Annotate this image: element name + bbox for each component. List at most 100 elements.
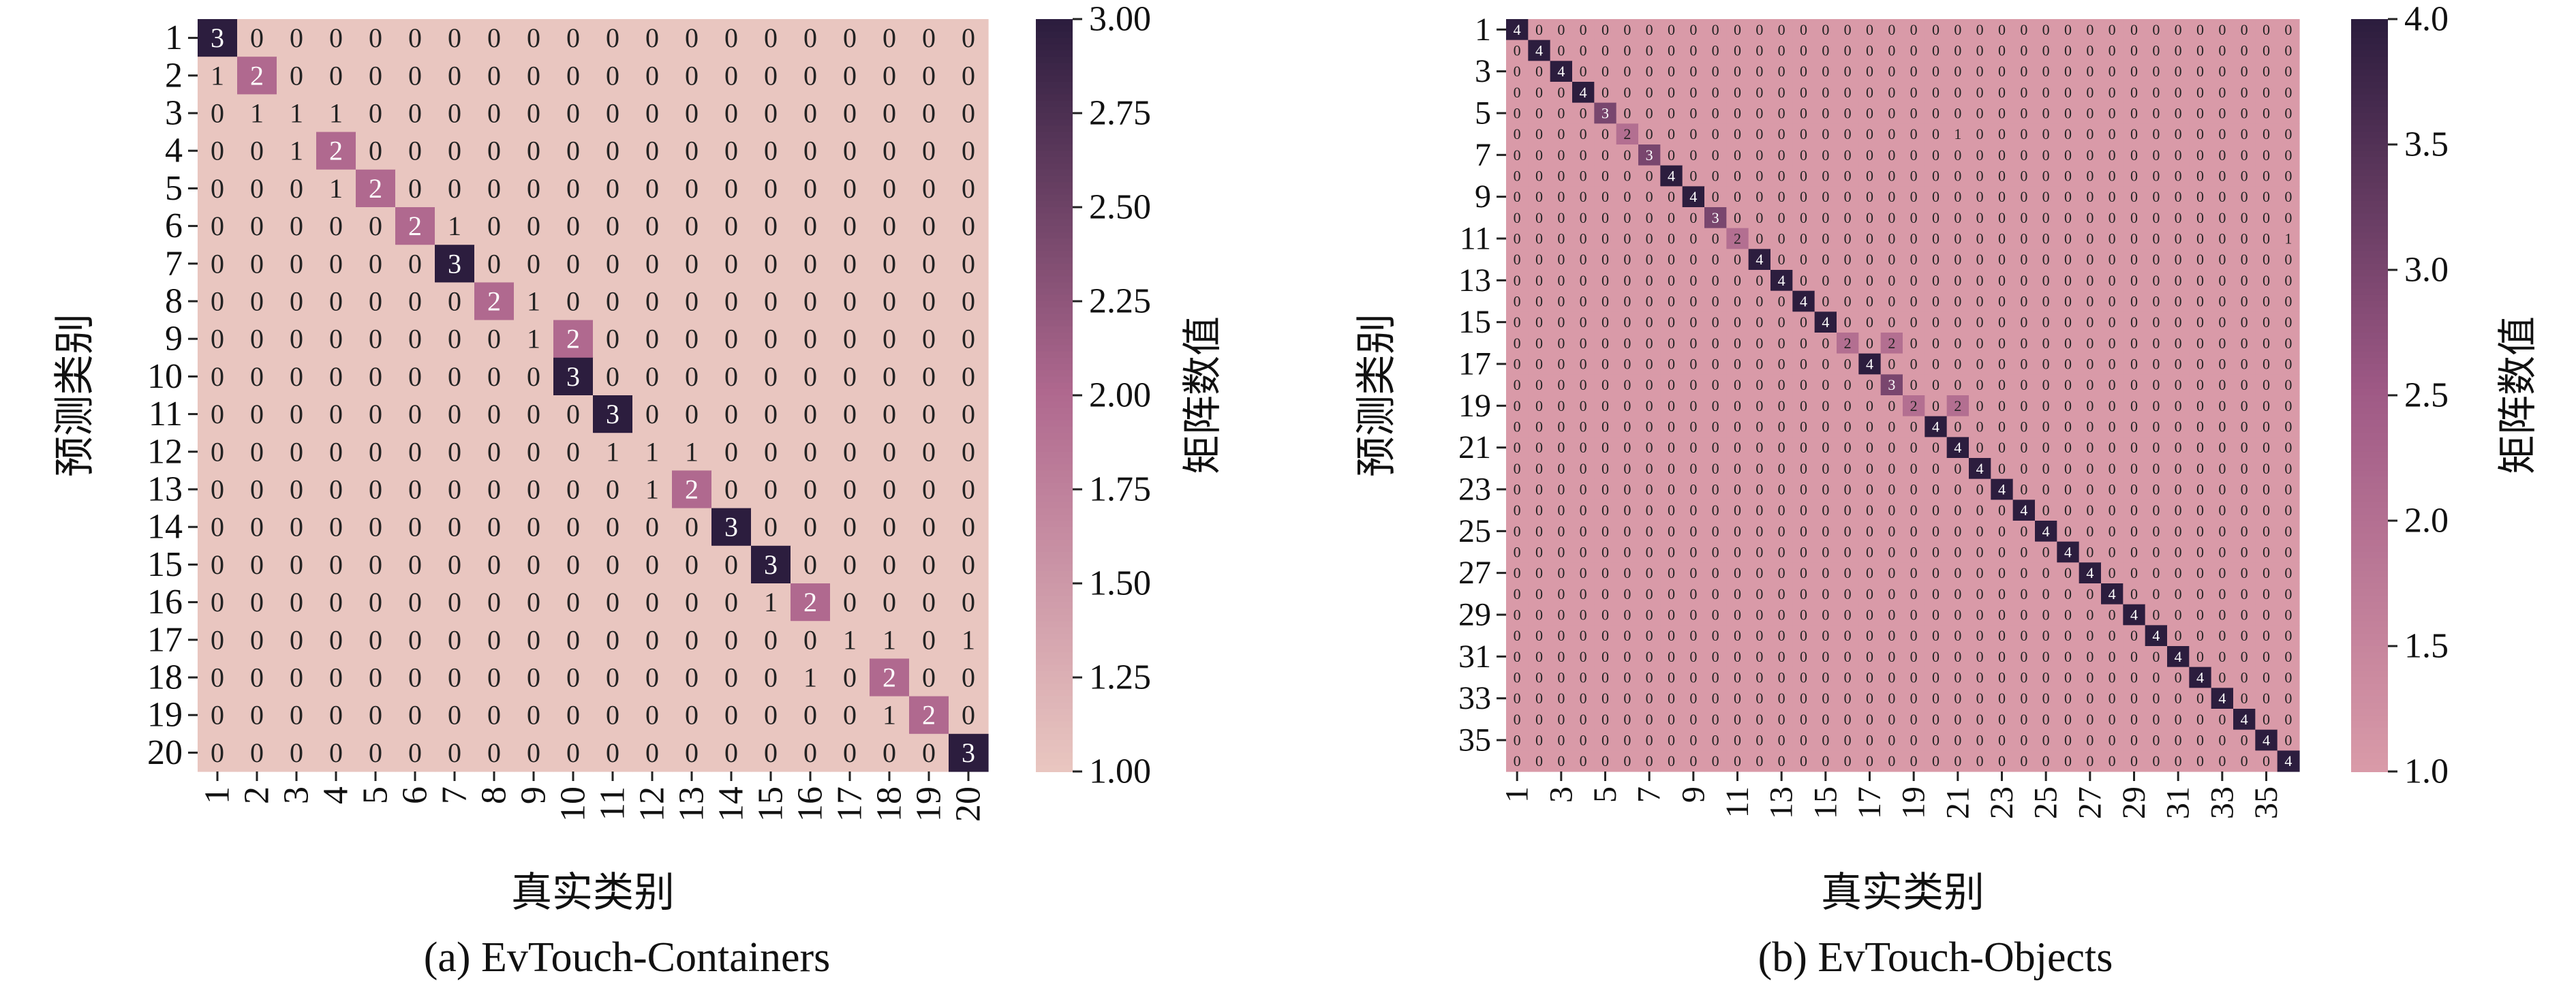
- cell-value: 0: [1888, 669, 1895, 686]
- heatmap-cell: [553, 245, 594, 283]
- cell-value: 0: [1888, 564, 1895, 581]
- cell-value: 0: [1866, 125, 1873, 142]
- cell-value: 0: [1535, 21, 1543, 38]
- cell-value: 0: [2130, 481, 2138, 498]
- cell-value: 0: [1800, 481, 1807, 498]
- cell-value: 0: [2109, 272, 2116, 289]
- cell-value: 0: [1623, 690, 1631, 707]
- cell-value: 0: [1866, 230, 1873, 247]
- cell-value: 0: [1668, 376, 1675, 393]
- cell-value: 0: [2218, 648, 2226, 665]
- cell-value: 1: [764, 587, 778, 617]
- heatmap-cell: [474, 132, 515, 170]
- cell-value: 0: [1689, 105, 1697, 122]
- y-tick-label: 7: [165, 244, 183, 283]
- cell-value: 0: [1755, 627, 1763, 644]
- heatmap-cell: [316, 132, 356, 170]
- cell-value: 0: [645, 662, 659, 693]
- cell-value: 0: [290, 549, 303, 580]
- cell-value: 0: [1557, 607, 1565, 624]
- cell-value: 0: [1734, 272, 1741, 289]
- cell-value: 0: [487, 700, 501, 731]
- cell-value: 0: [1689, 460, 1697, 477]
- cell-value: 0: [2241, 585, 2248, 602]
- cell-value: 0: [645, 587, 659, 617]
- cell-value: 0: [962, 248, 975, 279]
- cell-value: 0: [2064, 293, 2072, 310]
- cell-value: 4: [1580, 84, 1587, 101]
- cell-value: 0: [1844, 752, 1852, 769]
- cell-value: 0: [2064, 376, 2072, 393]
- cell-value: 0: [2020, 648, 2027, 665]
- cell-value: 0: [724, 98, 738, 129]
- cell-value: 0: [487, 737, 501, 768]
- cell-value: 0: [2196, 502, 2204, 519]
- cell-value: 0: [369, 248, 382, 279]
- heatmap-cell: [395, 94, 435, 133]
- cell-value: 0: [1822, 42, 1829, 59]
- cell-value: 0: [1668, 356, 1675, 373]
- cell-value: 0: [1514, 251, 1521, 268]
- cell-value: 0: [1976, 356, 1984, 373]
- cell-value: 0: [1954, 481, 1961, 498]
- cell-value: 0: [2130, 209, 2138, 226]
- cell-value: 0: [1976, 523, 1984, 540]
- y-tick-label: 33: [1458, 680, 1491, 716]
- cell-value: 0: [1800, 523, 1807, 540]
- cell-value: 0: [1712, 272, 1719, 289]
- cell-value: 0: [1601, 627, 1609, 644]
- cell-value: 0: [1535, 607, 1543, 624]
- colorbar-tick-label: 1.5: [2404, 627, 2449, 666]
- cell-value: 0: [408, 624, 422, 655]
- cell-value: 0: [1514, 356, 1521, 373]
- heatmap-cell: [237, 320, 277, 358]
- cell-value: 0: [2109, 418, 2116, 435]
- cell-value: 0: [527, 136, 540, 166]
- cell-value: 0: [2130, 376, 2138, 393]
- cell-value: 0: [2284, 502, 2292, 519]
- cell-value: 0: [1535, 481, 1543, 498]
- cell-value: 0: [1910, 481, 1918, 498]
- heatmap-cell: [909, 169, 949, 208]
- cell-value: 0: [527, 60, 540, 91]
- heatmap-cell: [870, 57, 910, 95]
- cell-value: 0: [1514, 439, 1521, 456]
- cell-value: 0: [1514, 648, 1521, 665]
- cell-value: 0: [606, 22, 619, 53]
- cell-value: 0: [2263, 627, 2270, 644]
- cell-value: 0: [1866, 84, 1873, 101]
- cell-value: 4: [2263, 732, 2270, 749]
- cell-value: 0: [2263, 105, 2270, 122]
- cell-value: 0: [2196, 648, 2204, 665]
- cell-value: 0: [1998, 439, 2006, 456]
- cell-value: 0: [1623, 21, 1631, 38]
- cell-value: 0: [1734, 607, 1741, 624]
- cell-value: 0: [1514, 209, 1521, 226]
- heatmap-cell: [435, 245, 475, 283]
- cell-value: 0: [1822, 251, 1829, 268]
- cell-value: 0: [1778, 125, 1785, 142]
- heatmap-cell: [237, 57, 277, 95]
- cell-value: 0: [2152, 376, 2160, 393]
- cell-value: 0: [408, 700, 422, 731]
- cell-value: 0: [2175, 272, 2182, 289]
- cell-value: 0: [1712, 648, 1719, 665]
- cell-value: 0: [566, 60, 580, 91]
- cell-value: 0: [1822, 752, 1829, 769]
- cell-value: 0: [1514, 523, 1521, 540]
- heatmap-cell: [474, 207, 515, 245]
- cell-value: 0: [1844, 230, 1852, 247]
- heatmap-cell: [632, 57, 673, 95]
- cell-value: 0: [487, 361, 501, 392]
- cell-value: 0: [369, 22, 382, 53]
- cell-value: 0: [1844, 21, 1852, 38]
- cell-value: 0: [1668, 293, 1675, 310]
- cell-value: 0: [1822, 439, 1829, 456]
- cell-value: 0: [962, 436, 975, 467]
- cell-value: 0: [2241, 690, 2248, 707]
- heatmap-cell: [316, 94, 356, 133]
- cell-value: 0: [764, 22, 778, 53]
- cell-value: 0: [1822, 607, 1829, 624]
- cell-value: 0: [2109, 168, 2116, 185]
- cell-value: 0: [1888, 251, 1895, 268]
